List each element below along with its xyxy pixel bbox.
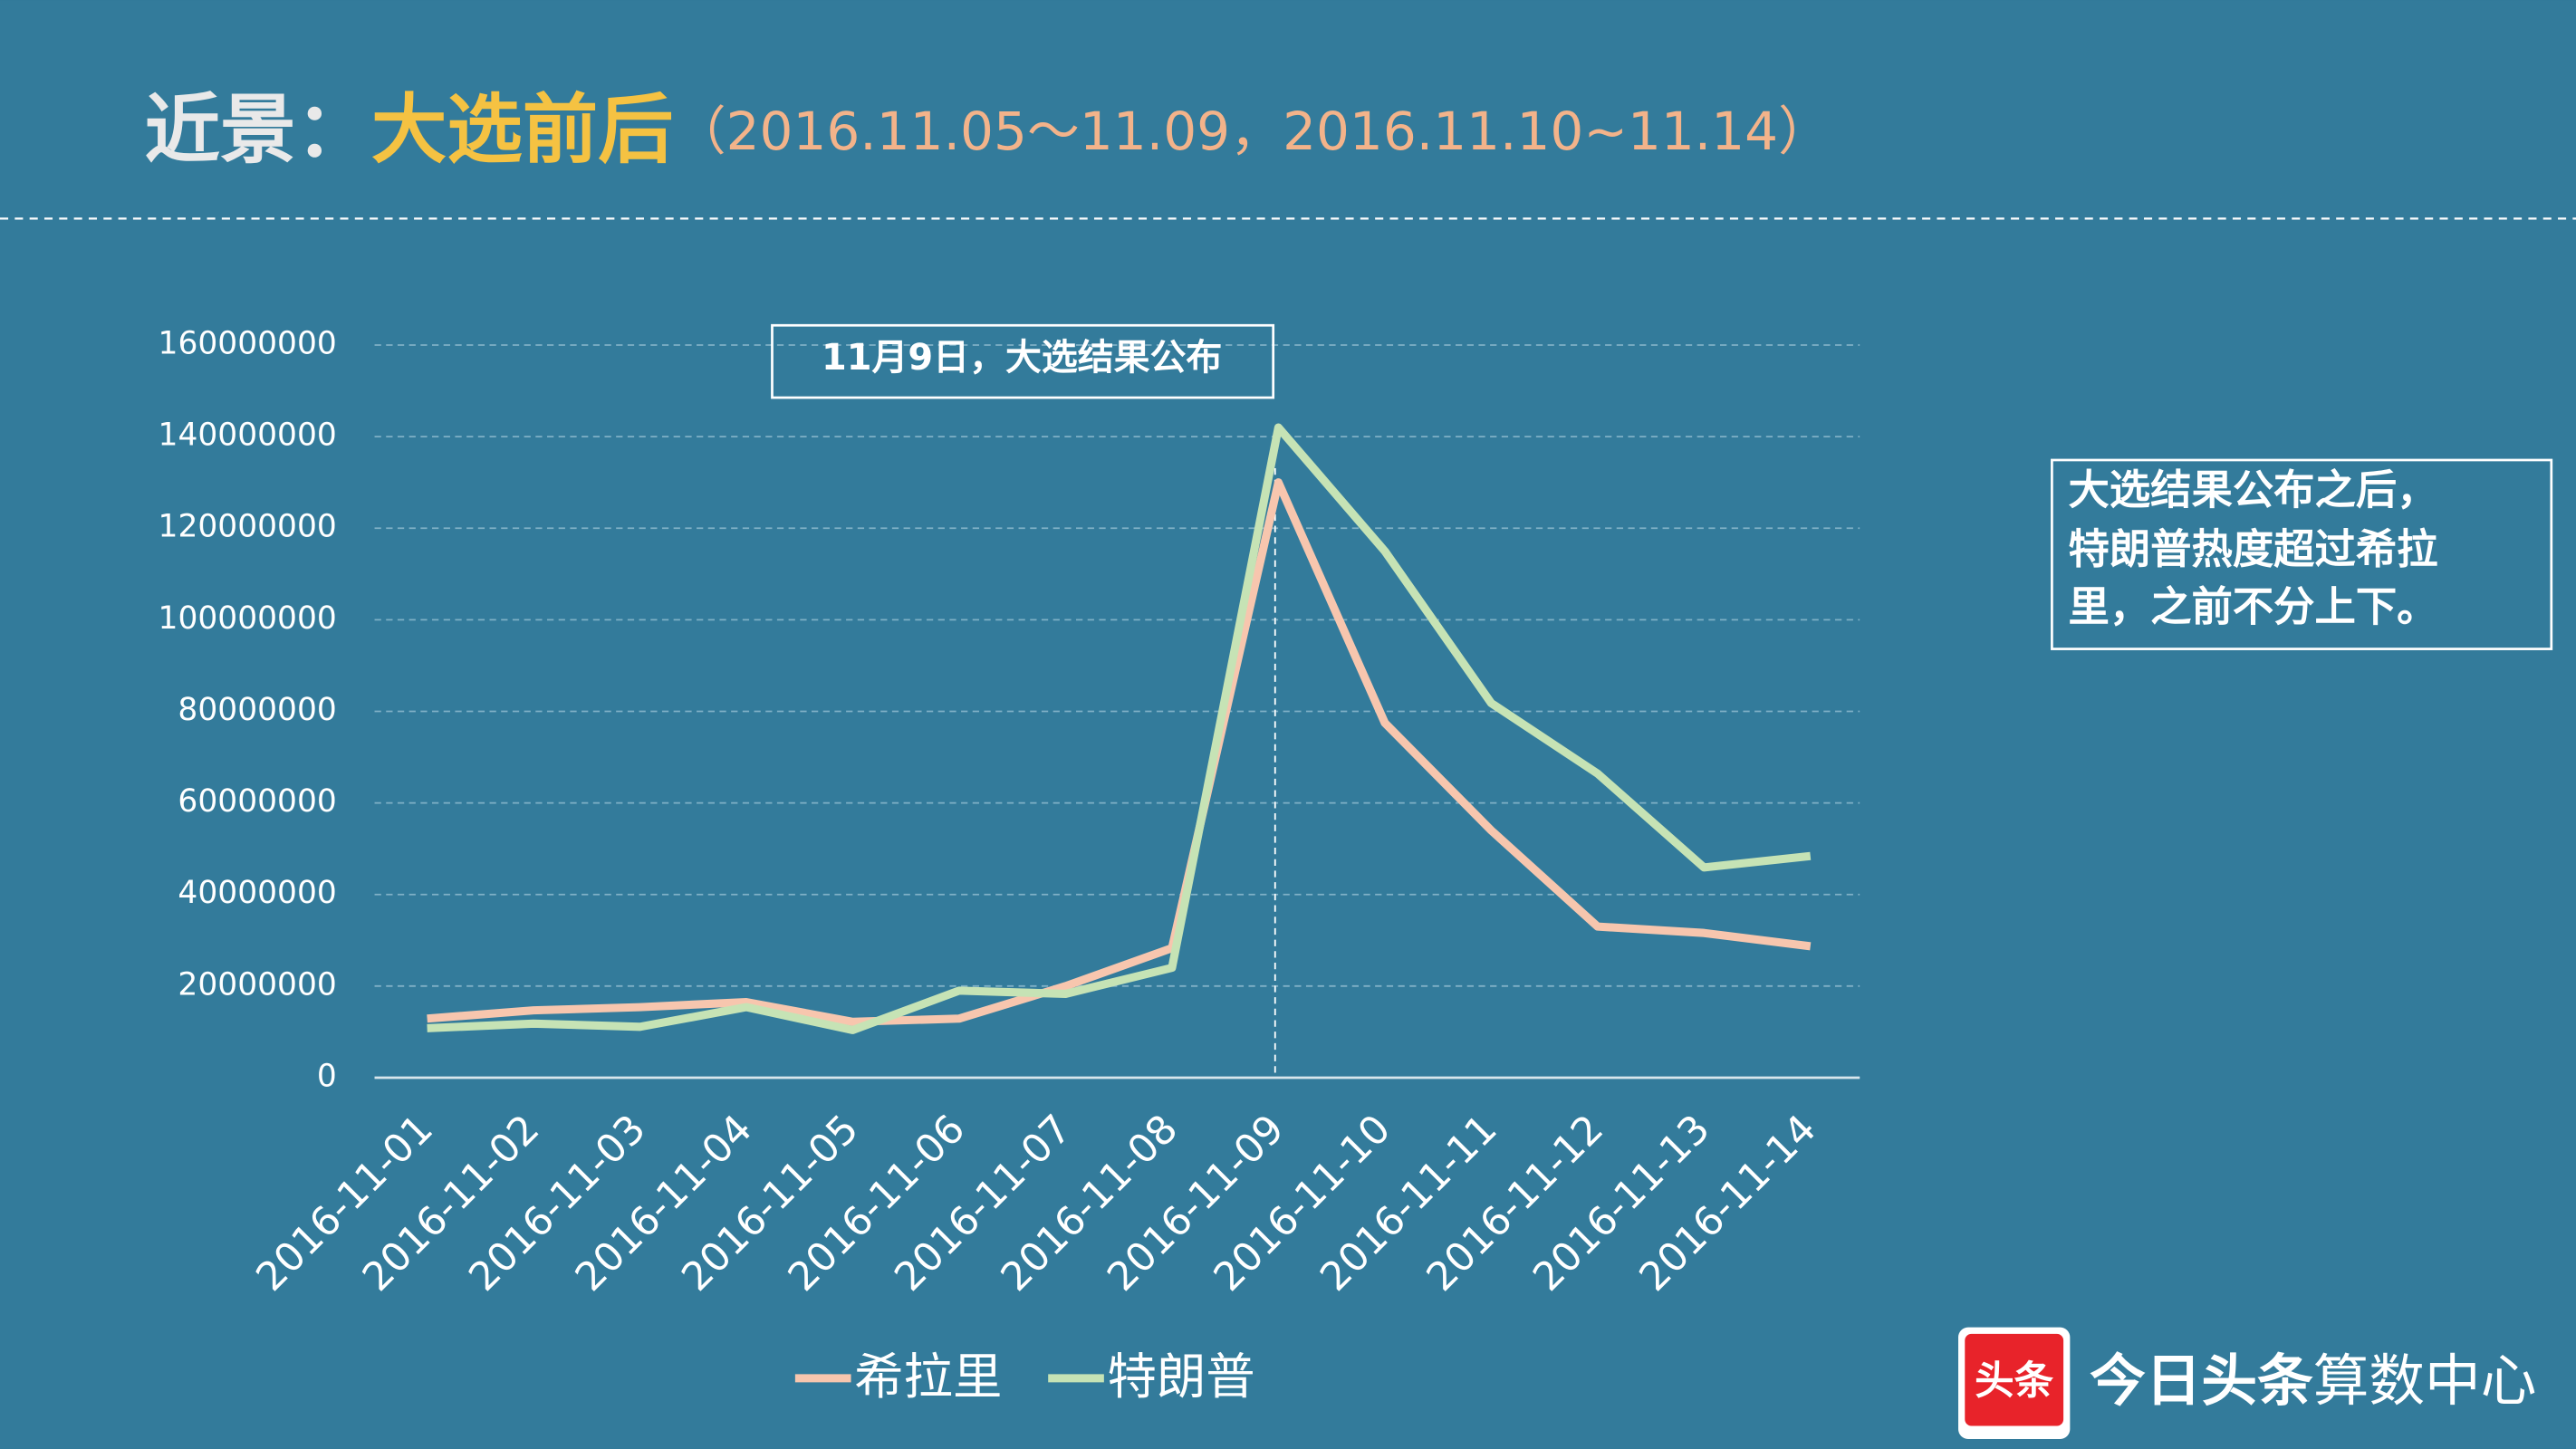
y-tick-label: 120000000 xyxy=(159,509,337,545)
y-tick-label: 140000000 xyxy=(159,417,337,454)
legend-label: 特朗普 xyxy=(1107,1348,1254,1406)
logo-brand: 今日头条 xyxy=(2090,1348,2313,1414)
note-line: 特朗普热度超过希拉 xyxy=(2069,525,2438,573)
series-line xyxy=(427,478,1812,1026)
note-box xyxy=(2051,458,2553,650)
y-tick-label: 80000000 xyxy=(178,692,336,728)
series-line xyxy=(427,423,1812,1034)
annotation-box xyxy=(771,323,1275,399)
logo-text: 今日头条算数中心 xyxy=(2090,1348,2536,1414)
y-tick-label: 60000000 xyxy=(178,783,336,820)
logo-suffix: 算数中心 xyxy=(2313,1348,2537,1414)
logo-icon xyxy=(1965,1333,2064,1426)
y-tick-label: 160000000 xyxy=(159,326,337,362)
title-main: 大选前后 xyxy=(371,86,674,174)
slide-title: 近景：大选前后（2016.11.05～11.09，2016.11.10~11.1… xyxy=(145,86,1831,174)
y-tick-label: 0 xyxy=(317,1058,337,1094)
logo-icon-text: 头条 xyxy=(1975,1358,2054,1404)
y-tick-label: 20000000 xyxy=(178,966,336,1003)
annotation: 11月9日，大选结果公布 xyxy=(822,337,1222,379)
title-dates: （2016.11.05～11.09，2016.11.10~11.14） xyxy=(674,101,1831,162)
y-tick-label: 100000000 xyxy=(159,600,337,637)
title-lead: 近景： xyxy=(145,86,371,174)
note-line: 大选结果公布之后， xyxy=(2069,466,2438,514)
y-tick-label: 40000000 xyxy=(178,875,336,911)
legend-label: 希拉里 xyxy=(854,1348,1002,1406)
note-line: 里，之前不分上下。 xyxy=(2069,583,2438,631)
